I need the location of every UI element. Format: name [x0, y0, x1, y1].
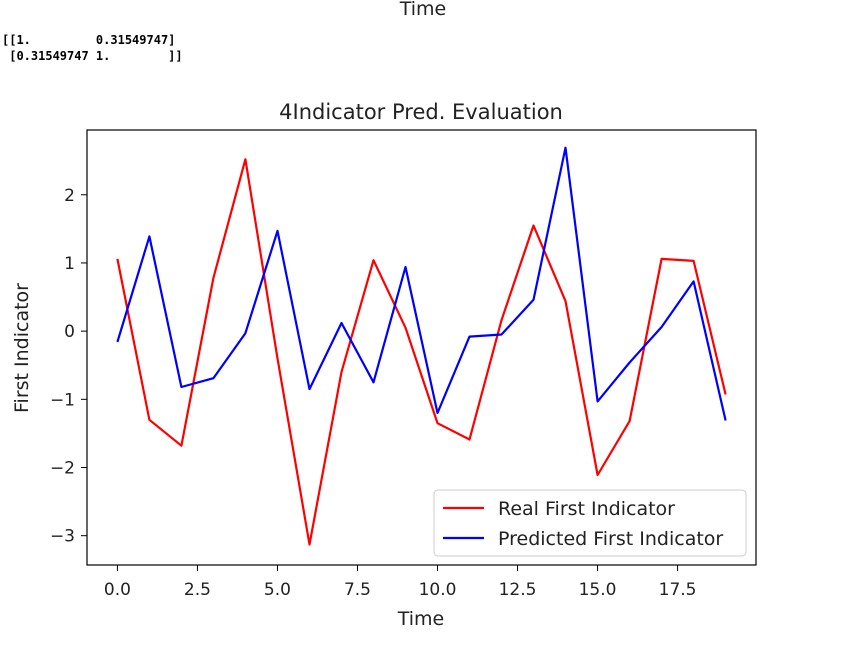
y-tick-label: 0	[64, 322, 75, 342]
y-tick-label: −1	[50, 390, 75, 410]
y-tick-label: −2	[50, 459, 75, 479]
legend-label-predicted: Predicted First Indicator	[498, 528, 723, 550]
output-line-1: [[1. 0.31549747]	[2, 33, 176, 47]
legend-box	[433, 489, 747, 557]
x-tick-label: 17.5	[659, 580, 697, 600]
y-tick-label: −3	[50, 527, 75, 547]
x-tick-label: 12.5	[499, 580, 537, 600]
x-tick-label: 5.0	[264, 580, 291, 600]
series-line-predicted	[116, 146, 727, 421]
x-tick-label: 10.0	[419, 580, 457, 600]
y-axis-label: First Indicator	[11, 283, 33, 413]
series-line-real	[116, 158, 727, 546]
x-tick-label: 0.0	[104, 580, 131, 600]
x-tick-label: 15.0	[579, 580, 617, 600]
y-tick-label: 1	[64, 254, 75, 274]
x-axis-label: Time	[397, 608, 445, 630]
series-layer	[116, 146, 727, 546]
chart-title: 4Indicator Pred. Evaluation	[279, 100, 563, 124]
legend: Real First Indicator Predicted First Ind…	[433, 489, 747, 557]
output-line-2: [0.31549747 1. ]]	[2, 49, 183, 63]
correlation-matrix-output: [[1. 0.31549747] [0.31549747 1. ]]	[2, 32, 183, 64]
x-tick-label: 2.5	[184, 580, 211, 600]
x-axis: 0.0 2.5 5.0 7.5 10.0 12.5 15.0 17.5	[104, 565, 697, 600]
y-axis: −3 −2 −1 0 1 2	[50, 186, 87, 547]
legend-label-real: Real First Indicator	[498, 498, 675, 520]
previous-plot-xlabel: Time	[399, 0, 447, 20]
plot-area-frame	[86, 129, 757, 566]
y-tick-label: 2	[64, 186, 75, 206]
x-tick-label: 7.5	[344, 580, 371, 600]
